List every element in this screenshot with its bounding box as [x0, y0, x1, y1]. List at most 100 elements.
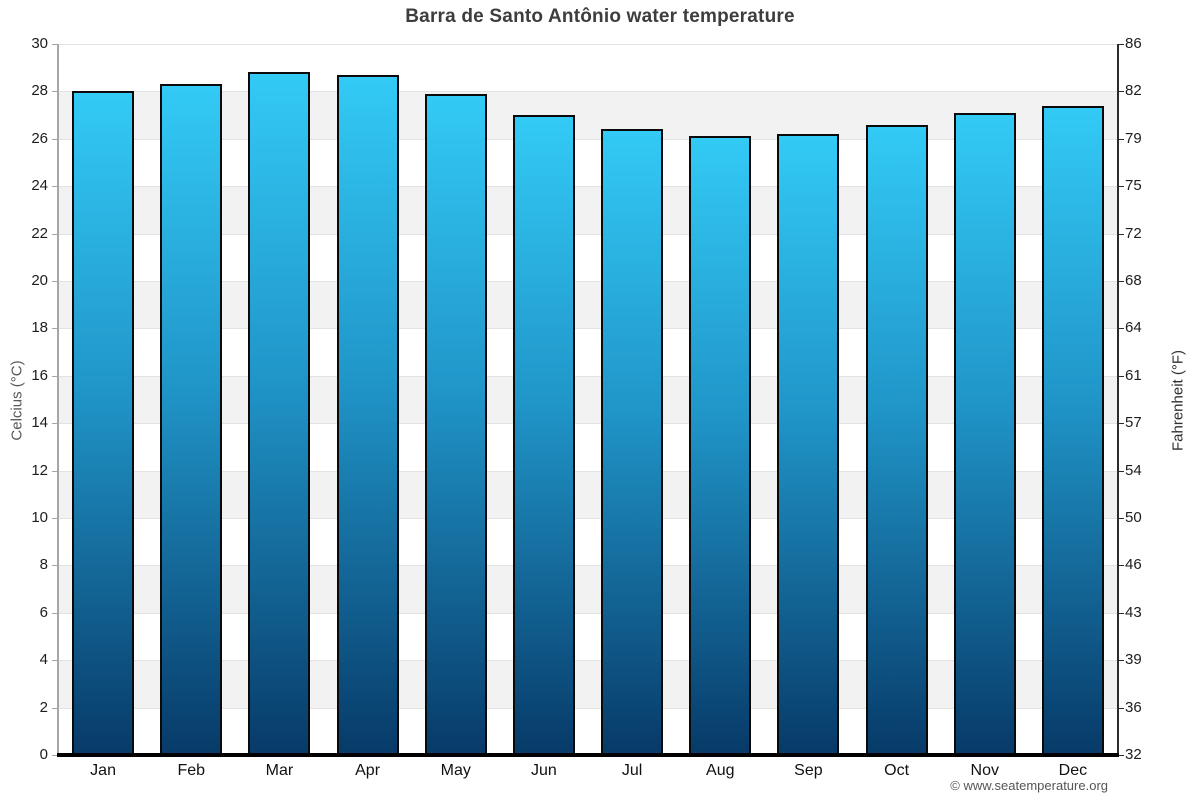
- ytick-celsius-16: 16: [31, 366, 48, 384]
- gridline: [59, 91, 1117, 93]
- gridline: [59, 707, 1117, 709]
- gridline: [59, 423, 1117, 425]
- xtick-apr: Apr: [355, 762, 381, 779]
- gridline: [59, 138, 1117, 140]
- tickmark-right: [1119, 707, 1124, 709]
- background-band: [59, 281, 1117, 329]
- bar-mar[interactable]: [248, 72, 311, 755]
- bar-feb[interactable]: [160, 84, 223, 755]
- ytick-fahrenheit-79: 79: [1125, 129, 1142, 147]
- bar-sep[interactable]: [777, 134, 840, 755]
- bar-nov[interactable]: [953, 112, 1016, 755]
- bar-jan[interactable]: [72, 91, 135, 755]
- ytick-fahrenheit-57: 57: [1125, 414, 1142, 432]
- background-band: [59, 375, 1117, 424]
- tickmark-right: [1119, 138, 1124, 140]
- xtick-sep: Sep: [794, 762, 823, 779]
- tickmark-left: [52, 470, 57, 472]
- tickmark-left: [52, 186, 57, 188]
- gridline: [59, 470, 1117, 472]
- xtick-mar: Mar: [265, 762, 294, 779]
- bar-aug[interactable]: [689, 136, 752, 755]
- ytick-fahrenheit-43: 43: [1125, 603, 1142, 621]
- background-band: [59, 186, 1117, 234]
- tickmark-right: [1119, 281, 1124, 282]
- xtick-jul: Jul: [621, 762, 643, 779]
- ytick-fahrenheit-50: 50: [1125, 509, 1142, 526]
- tickmark-right: [1119, 186, 1124, 188]
- tickmark-right: [1119, 660, 1124, 662]
- tickmark-right: [1119, 91, 1124, 93]
- ytick-fahrenheit-72: 72: [1125, 224, 1142, 242]
- ytick-fahrenheit-61: 61: [1125, 366, 1142, 384]
- tickmark-left: [52, 755, 57, 756]
- y-axis-label-fahrenheit: Fahrenheit (°F): [1169, 349, 1187, 452]
- ytick-fahrenheit-82: 82: [1125, 82, 1142, 100]
- bar-apr[interactable]: [336, 74, 399, 755]
- footer-credit: © www.seatemperature.org: [950, 778, 1108, 793]
- bar-jun[interactable]: [512, 115, 575, 755]
- ytick-fahrenheit-64: 64: [1125, 319, 1142, 337]
- xtick-feb: Feb: [177, 762, 206, 779]
- right-axis-line: [1117, 44, 1119, 755]
- background-band: [59, 470, 1117, 518]
- ytick-celsius-22: 22: [31, 224, 48, 242]
- y-axis-label-celsius: Celcius (°C): [8, 360, 26, 441]
- ytick-celsius-0: 0: [39, 746, 48, 763]
- xtick-jun: Jun: [531, 762, 557, 779]
- background-band: [59, 565, 1117, 613]
- bar-may[interactable]: [424, 93, 487, 755]
- xtick-may: May: [440, 762, 471, 779]
- xtick-nov: Nov: [970, 762, 999, 779]
- tickmark-left: [52, 660, 57, 662]
- tickmark-left: [52, 423, 57, 425]
- ytick-celsius-30: 30: [31, 35, 48, 52]
- tickmark-right: [1119, 233, 1124, 235]
- tickmark-left: [52, 375, 57, 377]
- gridline: [59, 281, 1117, 282]
- gridline: [59, 518, 1117, 519]
- ytick-celsius-10: 10: [31, 509, 48, 526]
- tickmark-right: [1119, 755, 1124, 756]
- tickmark-left: [52, 44, 57, 45]
- tickmark-left: [52, 707, 57, 709]
- bar-oct[interactable]: [865, 124, 928, 755]
- ytick-celsius-8: 8: [39, 556, 48, 574]
- ytick-celsius-6: 6: [39, 603, 48, 621]
- gridline: [59, 233, 1117, 235]
- tickmark-left: [52, 138, 57, 140]
- tickmark-right: [1119, 470, 1124, 472]
- ytick-celsius-18: 18: [31, 319, 48, 337]
- gridline: [59, 44, 1117, 45]
- ytick-celsius-26: 26: [31, 129, 48, 147]
- ytick-fahrenheit-46: 46: [1125, 556, 1142, 574]
- tickmark-left: [52, 281, 57, 282]
- gridline: [59, 565, 1117, 567]
- tickmark-right: [1119, 44, 1124, 45]
- ytick-celsius-12: 12: [31, 461, 48, 479]
- ytick-fahrenheit-54: 54: [1125, 461, 1142, 479]
- ytick-celsius-4: 4: [39, 651, 48, 669]
- ytick-celsius-20: 20: [31, 272, 48, 289]
- tickmark-left: [52, 233, 57, 235]
- ytick-celsius-14: 14: [31, 414, 48, 432]
- ytick-celsius-2: 2: [39, 698, 48, 716]
- tickmark-right: [1119, 518, 1124, 519]
- tickmark-left: [52, 612, 57, 614]
- ytick-fahrenheit-36: 36: [1125, 698, 1142, 716]
- xtick-dec: Dec: [1058, 762, 1088, 779]
- bar-dec[interactable]: [1041, 105, 1104, 755]
- tickmark-left: [52, 328, 57, 330]
- ytick-fahrenheit-75: 75: [1125, 177, 1142, 195]
- background-band: [59, 91, 1117, 139]
- ytick-fahrenheit-68: 68: [1125, 272, 1142, 289]
- gridline: [59, 328, 1117, 330]
- tickmark-left: [52, 565, 57, 567]
- left-axis-line: [57, 44, 59, 755]
- plot-area: [57, 44, 1119, 757]
- bar-jul[interactable]: [601, 129, 664, 755]
- xtick-oct: Oct: [884, 762, 910, 779]
- ytick-fahrenheit-39: 39: [1125, 651, 1142, 669]
- chart-title: Barra de Santo Antônio water temperature: [405, 6, 795, 27]
- tickmark-left: [52, 518, 57, 519]
